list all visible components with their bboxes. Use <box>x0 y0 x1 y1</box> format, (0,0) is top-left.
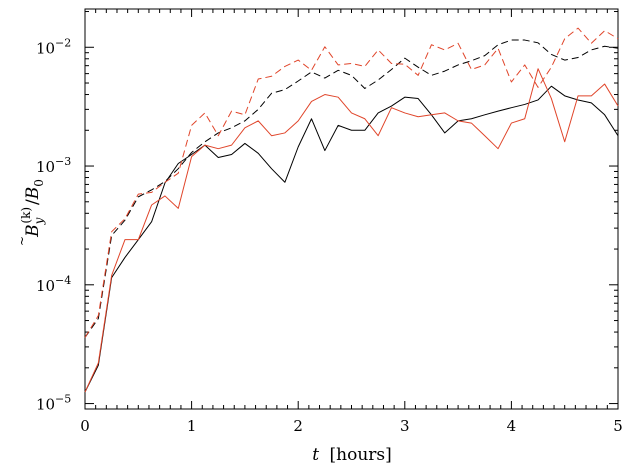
y-axis-reference: B <box>23 187 43 201</box>
data-series <box>84 27 619 393</box>
series-line-4 <box>84 27 619 338</box>
y-axis-label: By(k)/B0 ~ <box>15 179 46 246</box>
series-line-2 <box>84 68 619 393</box>
series-line-1 <box>84 85 619 393</box>
series-line-3 <box>84 39 619 338</box>
y-axis-superscript: (k) <box>19 207 33 224</box>
x-tick-label: 4 <box>507 417 517 435</box>
y-tick-exponent: −2 <box>55 36 71 49</box>
x-tick-label: 2 <box>293 417 303 435</box>
y-tick-label: 10 <box>36 277 55 295</box>
x-axis-unit: [hours] <box>330 445 392 465</box>
y-axis-subscript: y <box>32 217 46 225</box>
y-tick-labels: 10−510−410−310−2 <box>36 36 71 413</box>
y-tick-label: 10 <box>36 396 55 414</box>
y-axis-divider: / <box>23 199 43 205</box>
y-tick-label: 10 <box>36 158 55 176</box>
x-axis-label: t [hours] <box>312 445 392 465</box>
x-axis-symbol: t <box>312 445 319 465</box>
x-tick-labels: 0 1 2 3 4 5 <box>80 417 623 435</box>
y-tick-exponent: −4 <box>55 274 71 287</box>
y-tick-exponent: −5 <box>55 393 71 406</box>
y-axis-accent: ~ <box>15 236 29 246</box>
y-tick-label: 10 <box>36 39 55 57</box>
x-tick-label: 1 <box>187 417 197 435</box>
x-tick-label: 0 <box>80 417 90 435</box>
y-axis-reference-subscript: 0 <box>32 179 46 187</box>
y-axis-symbol: B <box>23 224 43 238</box>
x-tick-label: 5 <box>613 417 623 435</box>
y-tick-exponent: −3 <box>55 155 71 168</box>
axis-ticks <box>84 9 619 410</box>
x-tick-label: 3 <box>400 417 410 435</box>
svg-text:By(k)/B0: By(k)/B0 <box>19 179 46 238</box>
